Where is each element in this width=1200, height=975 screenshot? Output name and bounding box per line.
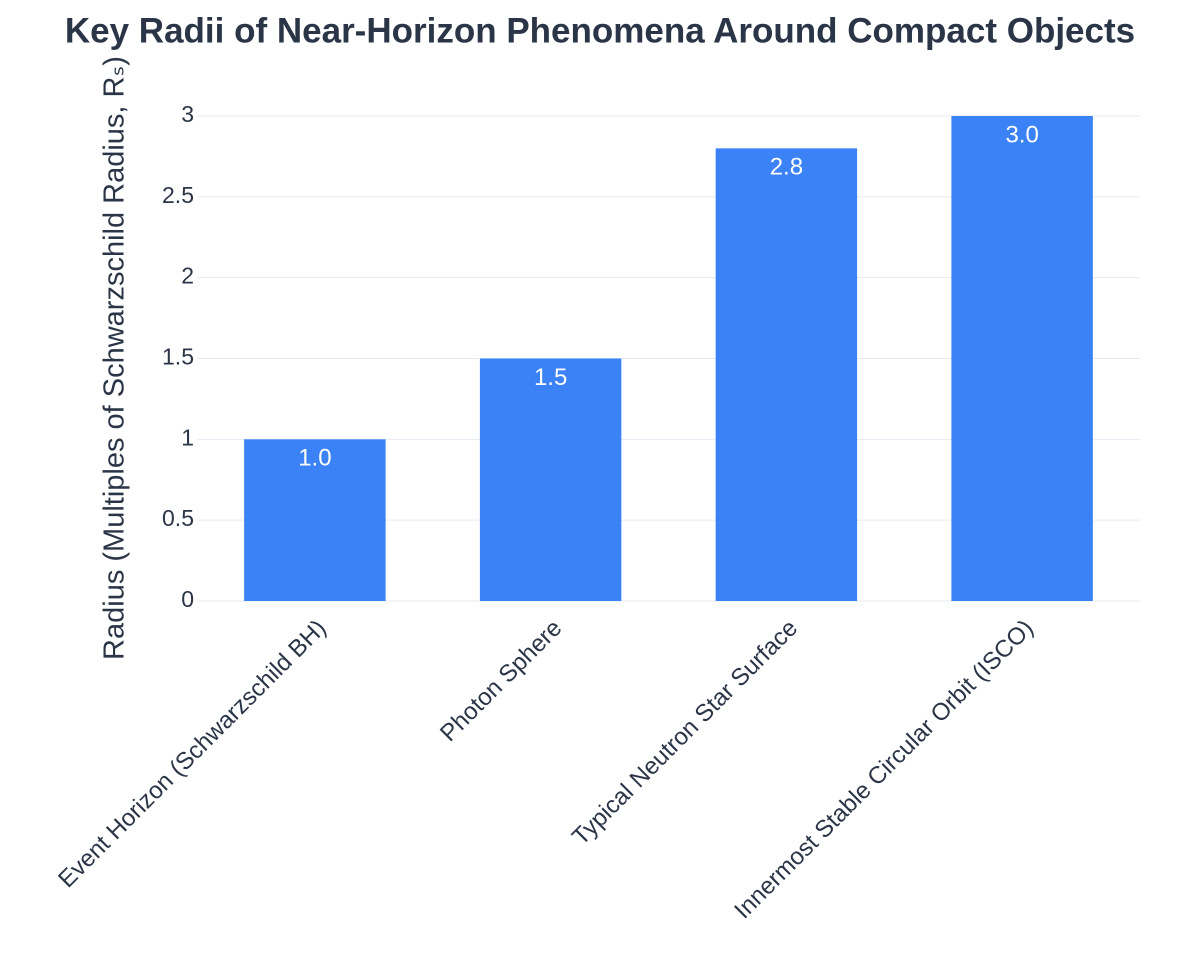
value-label: 2.8: [770, 154, 803, 181]
y-tick-label: 2: [181, 263, 194, 289]
y-tick-label: 2.5: [162, 182, 194, 208]
chart-title: Key Radii of Near-Horizon Phenomena Arou…: [65, 11, 1135, 50]
bar: [715, 148, 858, 602]
y-axis-title: Radius (Multiples of Schwarzschild Radiu…: [99, 56, 131, 660]
y-tick-label: 1.5: [162, 344, 194, 370]
value-label: 1.0: [298, 445, 331, 472]
value-label: 3.0: [1005, 121, 1038, 148]
x-tick-label: Photon Sphere: [435, 615, 567, 747]
y-tick-label: 0.5: [162, 505, 194, 531]
y-tick-label: 0: [181, 586, 194, 612]
bar: [244, 439, 386, 601]
x-tick-label: Event Horizon (Schwarzschild BH): [53, 615, 331, 893]
x-tick-label: Typical Neutron Star Surface: [567, 615, 803, 851]
bar: [951, 116, 1093, 601]
bar: [479, 358, 622, 601]
value-label: 1.5: [534, 364, 567, 391]
y-tick-label: 3: [181, 101, 194, 127]
y-tick-label: 1: [181, 424, 194, 450]
